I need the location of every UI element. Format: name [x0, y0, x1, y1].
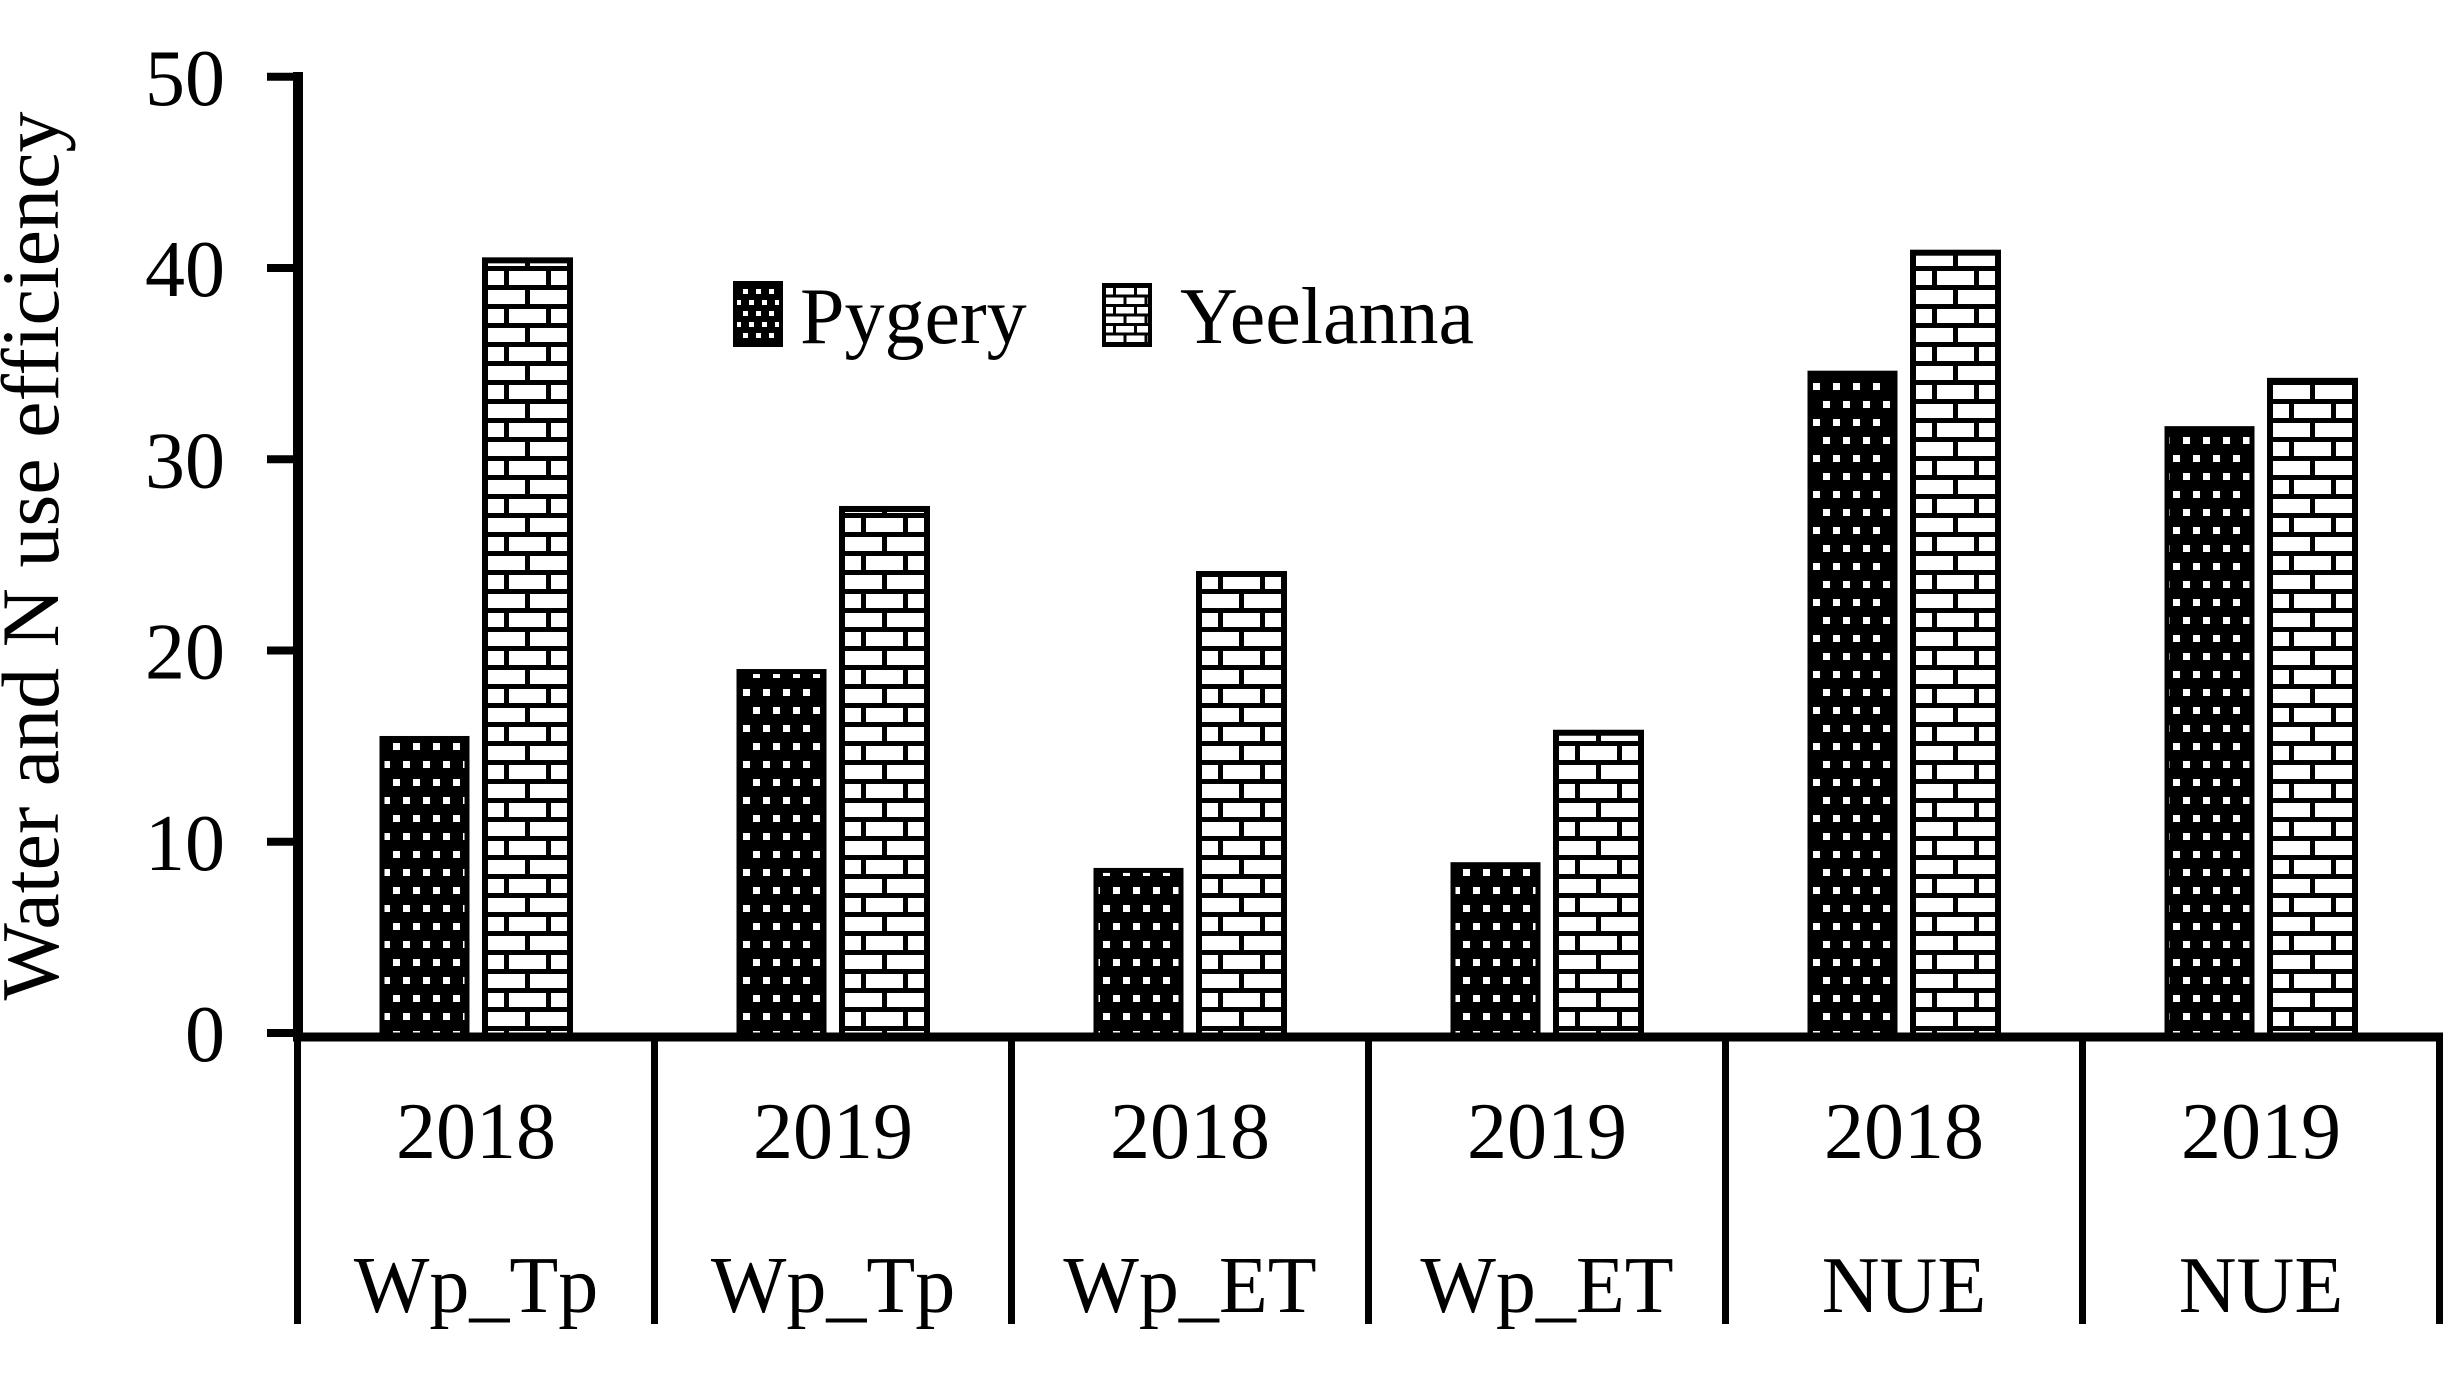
yeelanna-bar-2018-Wp_ET — [1196, 571, 1287, 1040]
y-axis-title: Water and N use efficiency — [0, 112, 76, 1001]
category-year-label: 2019 — [753, 1088, 913, 1176]
y-tick-label: 20 — [145, 609, 225, 697]
category-measure-label: Wp_Tp — [354, 1242, 598, 1330]
pygery-bar-2018-NUE — [1807, 370, 1898, 1040]
yeelanna-bar-2018-Wp_Tp — [482, 257, 573, 1041]
pygery-bar-2018-Wp_Tp — [379, 735, 470, 1040]
category-measure-label: NUE — [1822, 1242, 1986, 1330]
category-year-label: 2019 — [1467, 1088, 1627, 1176]
y-axis: 0 10 20 30 40 50 — [145, 35, 303, 1079]
pygery-bar-2019-Wp_Tp — [736, 669, 827, 1040]
category-measure-label: NUE — [2179, 1242, 2343, 1330]
pygery-bar-2019-NUE — [2164, 426, 2255, 1040]
category-measure-label: Wp_ET — [1063, 1242, 1316, 1330]
y-tick-label: 30 — [145, 417, 225, 505]
yeelanna-bar-2018-NUE — [1910, 249, 2001, 1040]
y-tick-label: 40 — [145, 226, 225, 314]
legend-swatch-pygery — [733, 281, 783, 347]
yeelanna-bar-2019-Wp_ET — [1553, 729, 1644, 1040]
y-tick-label: 50 — [145, 35, 225, 123]
x-category-table: 2018 Wp_Tp 2019 Wp_Tp 2018 Wp_ET 2019 Wp_ET 2018… — [293, 1032, 2443, 1330]
legend-label-yeelanna: Yeelanna — [1180, 273, 1474, 361]
category-measure-label: Wp_ET — [1420, 1242, 1673, 1330]
category-year-label: 2019 — [2181, 1088, 2341, 1176]
y-tick-label: 0 — [185, 991, 225, 1079]
legend: Pygery Yeelanna — [733, 273, 1474, 361]
category-year-label: 2018 — [1110, 1088, 1270, 1176]
pygery-bar-2018-Wp_ET — [1093, 867, 1184, 1040]
category-year-label: 2018 — [396, 1088, 556, 1176]
category-measure-label: Wp_Tp — [711, 1242, 955, 1330]
bars — [379, 249, 2358, 1041]
category-year-label: 2018 — [1824, 1088, 1984, 1176]
yeelanna-bar-2019-NUE — [2267, 377, 2358, 1040]
legend-swatch-yeelanna — [1102, 283, 1152, 347]
yeelanna-bar-2019-Wp_Tp — [839, 505, 930, 1041]
pygery-bar-2019-Wp_ET — [1450, 862, 1541, 1040]
legend-label-pygery: Pygery — [800, 273, 1027, 361]
y-tick-label: 10 — [145, 800, 225, 888]
